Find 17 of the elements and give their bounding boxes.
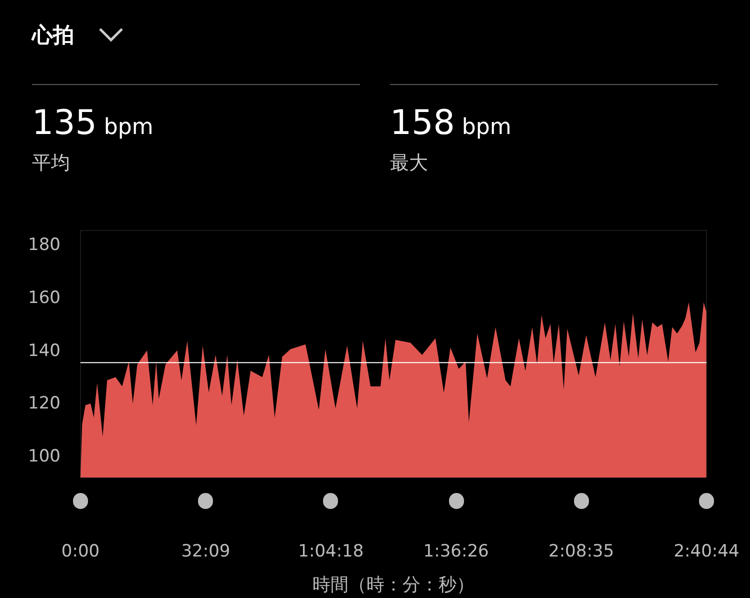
text: 158 bpm [390,103,512,143]
chart-title: 心拍 [32,22,74,49]
text: 平均 [32,150,71,176]
x-tick-label: 2:08:35 [548,542,614,562]
y-tick-label: 120 [28,394,61,414]
y-tick-label: 180 [28,235,61,256]
x-tick-label: 32:09 [181,542,230,562]
y-tick-label: 140 [28,340,61,361]
y-tick-label: 100 [28,446,61,467]
y-tick-label: 160 [28,288,61,308]
x-tick-label: 1:04:18 [298,542,364,562]
x-tick-label: 1:36:26 [423,542,489,562]
x-axis-title: 時間（時：分：秒） [312,574,474,596]
text: 最大 [390,150,429,176]
x-tick-label: 0:00 [61,542,100,562]
text: 135 bpm [32,103,154,143]
x-tick-label: 2:40:44 [674,542,740,562]
